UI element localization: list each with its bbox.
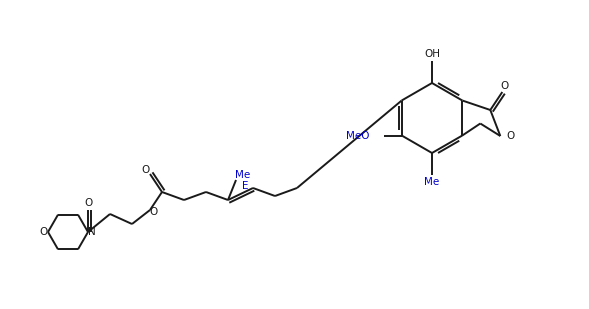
Text: N: N <box>88 227 96 237</box>
Text: E: E <box>242 181 249 191</box>
Text: OH: OH <box>424 49 440 59</box>
Text: O: O <box>84 198 92 208</box>
Text: Me: Me <box>425 177 439 187</box>
Text: O: O <box>506 131 514 141</box>
Text: Me: Me <box>236 170 251 180</box>
Text: O: O <box>39 227 47 237</box>
Text: MeO: MeO <box>346 130 370 141</box>
Text: O: O <box>141 165 149 175</box>
Text: O: O <box>150 207 158 217</box>
Text: O: O <box>500 81 508 91</box>
